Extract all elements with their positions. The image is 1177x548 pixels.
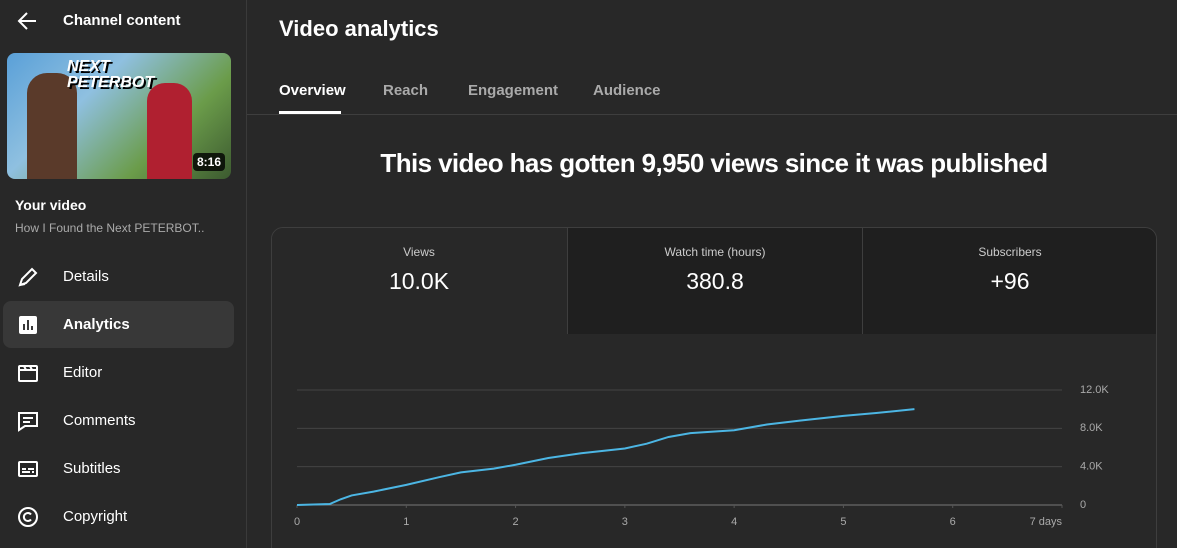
nav-item[interactable]: Editor [3, 349, 234, 396]
tab[interactable]: Reach [383, 82, 429, 99]
metric[interactable]: Subscribers +96 [862, 228, 1156, 334]
thumbnail-text: NEXT PETERBOT [67, 58, 155, 91]
sidebar: Channel content NEXT PETERBOT 8:16 Your … [0, 0, 247, 548]
x-tick-label: 4 [731, 516, 737, 528]
metric-value: 10.0K [388, 268, 450, 294]
nav-label: Editor [63, 364, 103, 381]
metric-label: Views [403, 245, 435, 259]
y-tick-label: 12.0K [1080, 384, 1109, 396]
metric-value: +96 [990, 268, 1030, 294]
metric[interactable]: Views 10.0K [272, 228, 566, 334]
nav-item[interactable]: Comments [3, 397, 234, 444]
metric-label: Subscribers [978, 245, 1042, 259]
y-tick-label: 4.0K [1080, 461, 1103, 473]
tab[interactable]: Engagement [468, 82, 559, 99]
x-tick-label: 2 [513, 516, 519, 528]
thumbnail[interactable]: NEXT PETERBOT 8:16 [7, 53, 231, 179]
nav-item[interactable]: Analytics [3, 301, 234, 348]
y-tick-label: 0 [1080, 499, 1086, 511]
video-label: Your video [15, 197, 87, 213]
x-tick-label: 0 [294, 516, 300, 528]
x-tick-label: 3 [622, 516, 628, 528]
nav-label: Comments [63, 412, 136, 429]
nav-item[interactable]: Details [3, 253, 234, 300]
page-title: Video analytics [279, 16, 439, 41]
duration: 8:16 [192, 153, 225, 171]
sidebar-title: Channel content [63, 12, 181, 29]
y-tick-label: 8.0K [1080, 422, 1103, 434]
nav-label: Details [63, 268, 109, 285]
analytics-card: Views 10.0K Watch time (hours) 380.8 Subsc… [271, 227, 1157, 548]
divider [247, 114, 1177, 115]
nav-label: Subtitles [63, 460, 121, 477]
x-tick-label: 6 [950, 516, 956, 528]
metric[interactable]: Watch time (hours) 380.8 [567, 228, 862, 334]
headline: This video has gotten 9,950 views since … [380, 148, 1048, 178]
nav-item[interactable]: Subtitles [3, 445, 234, 492]
metric-value: 380.8 [686, 268, 744, 294]
x-tick-label: 5 [840, 516, 846, 528]
tab[interactable]: Overview [279, 82, 346, 99]
data-line [296, 408, 915, 506]
nav-item[interactable]: Copyright [3, 493, 234, 540]
nav-label: Copyright [63, 508, 128, 525]
x-tick-label: 1 [403, 516, 409, 528]
tab[interactable]: Audience [593, 82, 661, 99]
back-arrow[interactable] [16, 10, 38, 32]
video-title: How I Found the Next PETERBOT.. [15, 221, 205, 235]
tab-underline [279, 111, 341, 114]
metric-label: Watch time (hours) [664, 245, 766, 259]
nav-label: Analytics [63, 316, 130, 333]
x-tick-label: 7 days [1030, 516, 1063, 528]
